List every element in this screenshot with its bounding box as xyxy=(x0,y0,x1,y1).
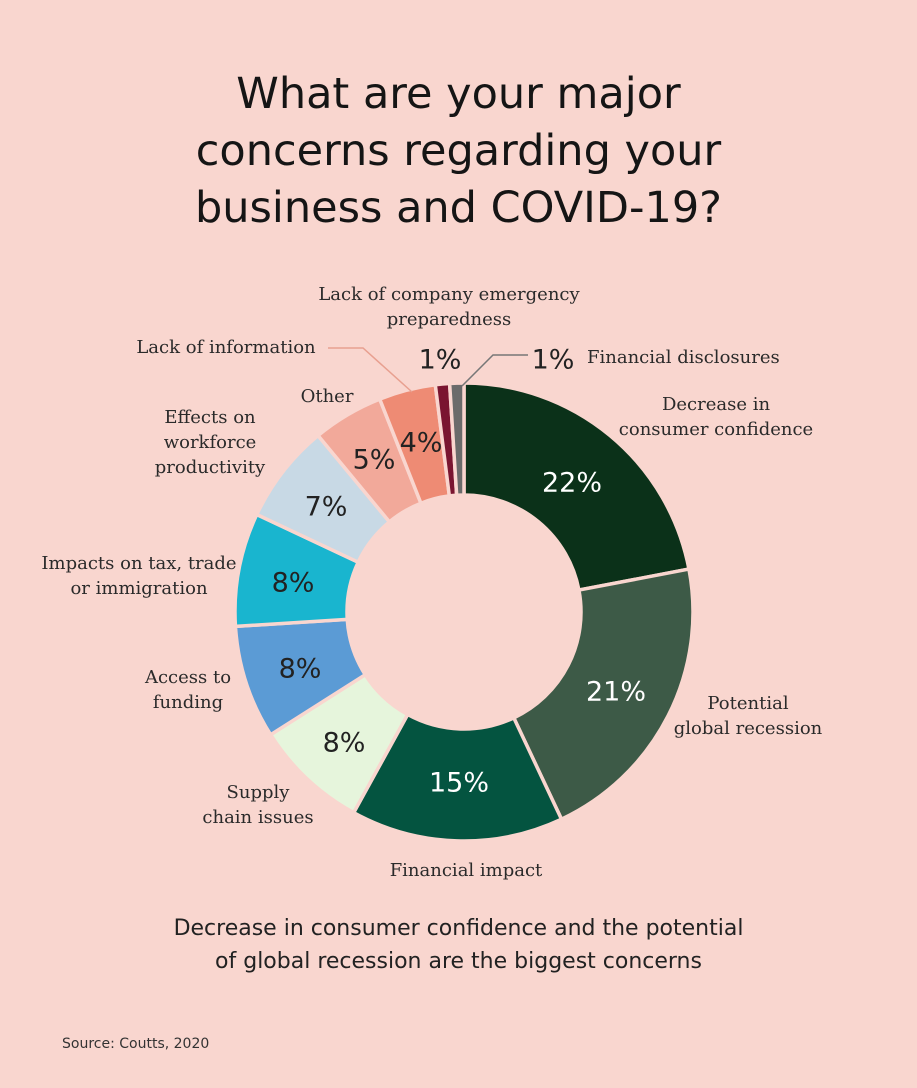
slice-value-label: 7% xyxy=(305,492,348,523)
slice-category-label-line: Effects on xyxy=(164,407,256,428)
slice-category-label: Effects on workforce productivity xyxy=(155,407,266,478)
slice-category-label: Lack of company emergency preparedness xyxy=(318,284,580,330)
slice-category-label-line: Access to xyxy=(144,667,231,688)
chart-title-line: concerns regarding your xyxy=(195,126,722,176)
slice-category-label-line: funding xyxy=(153,692,223,713)
slice-category-label: Lack of information xyxy=(136,337,316,358)
slice-category-label-line: Lack of company emergency xyxy=(318,284,580,305)
slice-category-label: Decrease in consumer confidence xyxy=(619,394,813,440)
slice-category-label-line: productivity xyxy=(155,457,266,478)
slice-category-label-line: consumer confidence xyxy=(619,419,813,440)
caption-line: Decrease in consumer confidence and the … xyxy=(173,916,744,941)
slice-category-label: Impacts on tax, trade or immigration xyxy=(41,553,236,599)
donut-slice xyxy=(447,381,466,498)
slice-category-label-line: Impacts on tax, trade xyxy=(41,553,236,574)
slice-category-label-line: Other xyxy=(301,386,354,407)
donut-slice xyxy=(511,567,695,822)
slice-category-label: Financial impact xyxy=(390,860,543,881)
chart-title: What are your major concerns regarding y… xyxy=(0,66,917,237)
donut-slice xyxy=(462,381,691,593)
slice-category-label: Financial disclosures xyxy=(587,347,780,368)
slice-category-label-line: Supply xyxy=(227,782,291,803)
slice-value-label: 8% xyxy=(272,568,315,599)
slice-category-label-line: workforce xyxy=(164,432,257,453)
leader-line xyxy=(461,354,528,387)
chart-title-line: What are your major xyxy=(236,69,681,119)
slice-category-label: Supply chain issues xyxy=(202,782,313,828)
slice-category-label-line: Financial disclosures xyxy=(587,347,780,368)
slice-category-label-line: chain issues xyxy=(202,807,313,828)
caption-line: of global recession are the biggest conc… xyxy=(215,949,702,974)
slice-category-label: Access to funding xyxy=(144,667,231,713)
slice-value-label: 8% xyxy=(279,654,322,685)
slice-value-label: 1% xyxy=(419,345,462,376)
chart-caption: Decrease in consumer confidence and the … xyxy=(0,912,917,978)
chart-title-line: business and COVID-19? xyxy=(194,183,723,233)
leader-line xyxy=(328,347,413,393)
slice-value-label: 1% xyxy=(532,345,575,376)
slice-value-label: 22% xyxy=(542,468,602,499)
slice-category-label-line: or immigration xyxy=(70,578,207,599)
slice-category-label: Potential global recession xyxy=(674,693,823,739)
slice-value-label: 8% xyxy=(323,728,366,759)
slice-category-label-line: global recession xyxy=(674,718,823,739)
slice-category-label-line: Lack of information xyxy=(136,337,316,358)
slice-category-label-line: Decrease in xyxy=(662,394,771,415)
slice-category-label-line: Potential xyxy=(707,693,788,714)
slice-value-label: 21% xyxy=(586,677,646,708)
slice-category-label: Other xyxy=(301,386,354,407)
slice-value-label: 5% xyxy=(353,445,396,476)
slice-category-label-line: Financial impact xyxy=(390,860,543,881)
slice-category-label-line: preparedness xyxy=(387,309,512,330)
source-note: Source: Coutts, 2020 xyxy=(62,1036,210,1052)
donut-slice xyxy=(351,712,564,843)
slice-value-label: 15% xyxy=(429,768,489,799)
slice-value-label: 4% xyxy=(400,428,443,459)
